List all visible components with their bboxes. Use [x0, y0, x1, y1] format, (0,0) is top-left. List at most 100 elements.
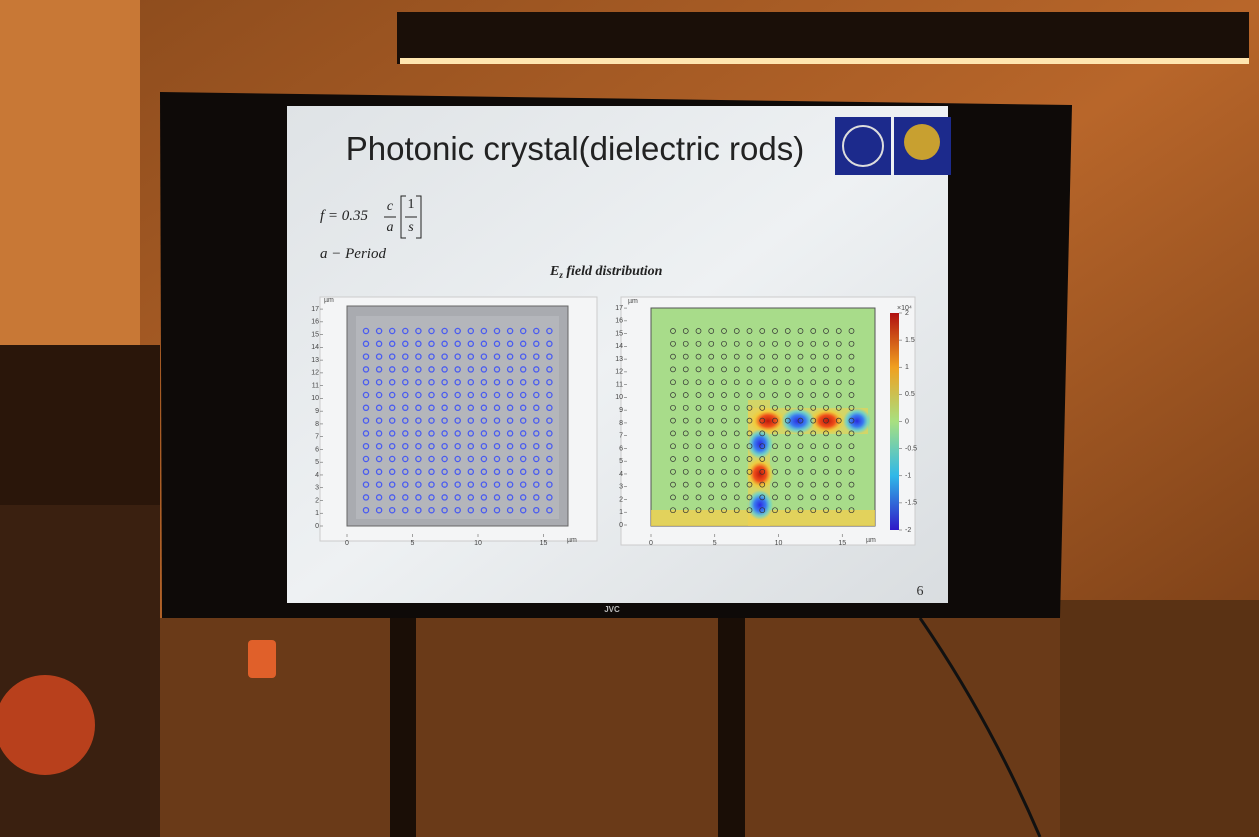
- rod: [823, 443, 829, 450]
- rod: [441, 327, 448, 335]
- rod: [772, 494, 778, 501]
- rod: [362, 391, 370, 399]
- y-tick-label: 3: [619, 484, 623, 491]
- rod: [402, 468, 409, 476]
- rod: [721, 340, 727, 347]
- rod: [772, 404, 778, 411]
- rod: [708, 404, 715, 411]
- rod: [759, 328, 766, 334]
- rod: [823, 404, 829, 411]
- rod: [375, 442, 383, 450]
- y-tick-label: 10: [615, 394, 623, 401]
- rod: [506, 417, 514, 424]
- rod: [480, 455, 488, 463]
- rod: [375, 378, 383, 386]
- rod: [759, 430, 766, 437]
- rod: [772, 468, 778, 475]
- lower-wall: [160, 618, 1060, 837]
- rod: [670, 353, 676, 360]
- rod: [533, 481, 540, 488]
- rod: [402, 430, 409, 437]
- rod: [454, 494, 461, 501]
- rod: [546, 391, 553, 399]
- rod: [733, 430, 740, 437]
- rod: [708, 507, 715, 514]
- rod: [441, 391, 448, 399]
- rod: [493, 506, 501, 514]
- rod: [746, 507, 753, 514]
- rod: [721, 366, 727, 373]
- rod: [493, 378, 501, 386]
- unit-numerator: 1: [408, 197, 415, 212]
- rod: [848, 443, 855, 450]
- rod: [388, 353, 396, 360]
- rod: [708, 417, 715, 424]
- rod: [441, 366, 448, 373]
- rod: [428, 468, 435, 476]
- poster-logo: [0, 675, 95, 775]
- rod: [759, 468, 766, 475]
- rod: [467, 455, 475, 463]
- rod: [772, 443, 778, 450]
- rod: [533, 353, 540, 360]
- rod: [441, 417, 448, 424]
- rod: [721, 443, 727, 450]
- rod: [388, 481, 396, 488]
- rod: [415, 391, 422, 399]
- rod: [493, 391, 501, 399]
- rod: [415, 327, 422, 335]
- rod: [733, 379, 740, 386]
- cable: [918, 617, 1042, 837]
- rod: [362, 481, 370, 488]
- rod: [402, 442, 409, 450]
- y-tick-label: 3: [315, 485, 319, 492]
- rod: [362, 327, 370, 335]
- rod: [670, 404, 676, 411]
- rod: [810, 430, 817, 437]
- field-hotspot: [747, 429, 773, 459]
- y-tick-label: 0: [619, 522, 623, 529]
- rod: [519, 481, 527, 488]
- rod: [835, 366, 842, 373]
- rod: [506, 340, 514, 348]
- rod: [428, 353, 435, 360]
- field-hotspot: [747, 490, 773, 520]
- rod: [810, 353, 817, 360]
- y-tick-label: 1: [619, 509, 623, 516]
- rod: [375, 391, 383, 399]
- y-tick-label: 8: [619, 420, 623, 427]
- rod: [533, 327, 540, 335]
- rod: [467, 506, 475, 514]
- rod: [784, 328, 791, 334]
- y-tick-label: 16: [311, 319, 319, 326]
- rod: [375, 481, 383, 488]
- colorbar-label: -1: [905, 473, 911, 480]
- rod: [362, 430, 370, 437]
- rod: [682, 379, 689, 386]
- dark-panel: [0, 345, 160, 505]
- rod: [733, 404, 740, 411]
- rod: [835, 468, 842, 475]
- rod: [362, 494, 370, 501]
- rod: [467, 340, 475, 348]
- rod: [506, 455, 514, 463]
- rod: [441, 506, 448, 514]
- rod: [708, 392, 715, 398]
- colorbar-label: -1.5: [905, 500, 917, 507]
- rod: [810, 366, 817, 373]
- rod: [746, 443, 753, 450]
- rod: [670, 417, 676, 424]
- rod: [454, 340, 461, 348]
- rod: [708, 468, 715, 475]
- x-tick-label: 15: [838, 540, 846, 547]
- slide-title: Photonic crystal(dielectric rods): [346, 130, 805, 167]
- rod: [480, 468, 488, 476]
- rod: [546, 340, 553, 348]
- rod: [467, 430, 475, 437]
- rod: [848, 328, 855, 334]
- rod: [784, 468, 791, 475]
- y-tick-label: 6: [315, 446, 319, 453]
- y-tick-label: 14: [615, 343, 623, 350]
- rod: [415, 430, 422, 437]
